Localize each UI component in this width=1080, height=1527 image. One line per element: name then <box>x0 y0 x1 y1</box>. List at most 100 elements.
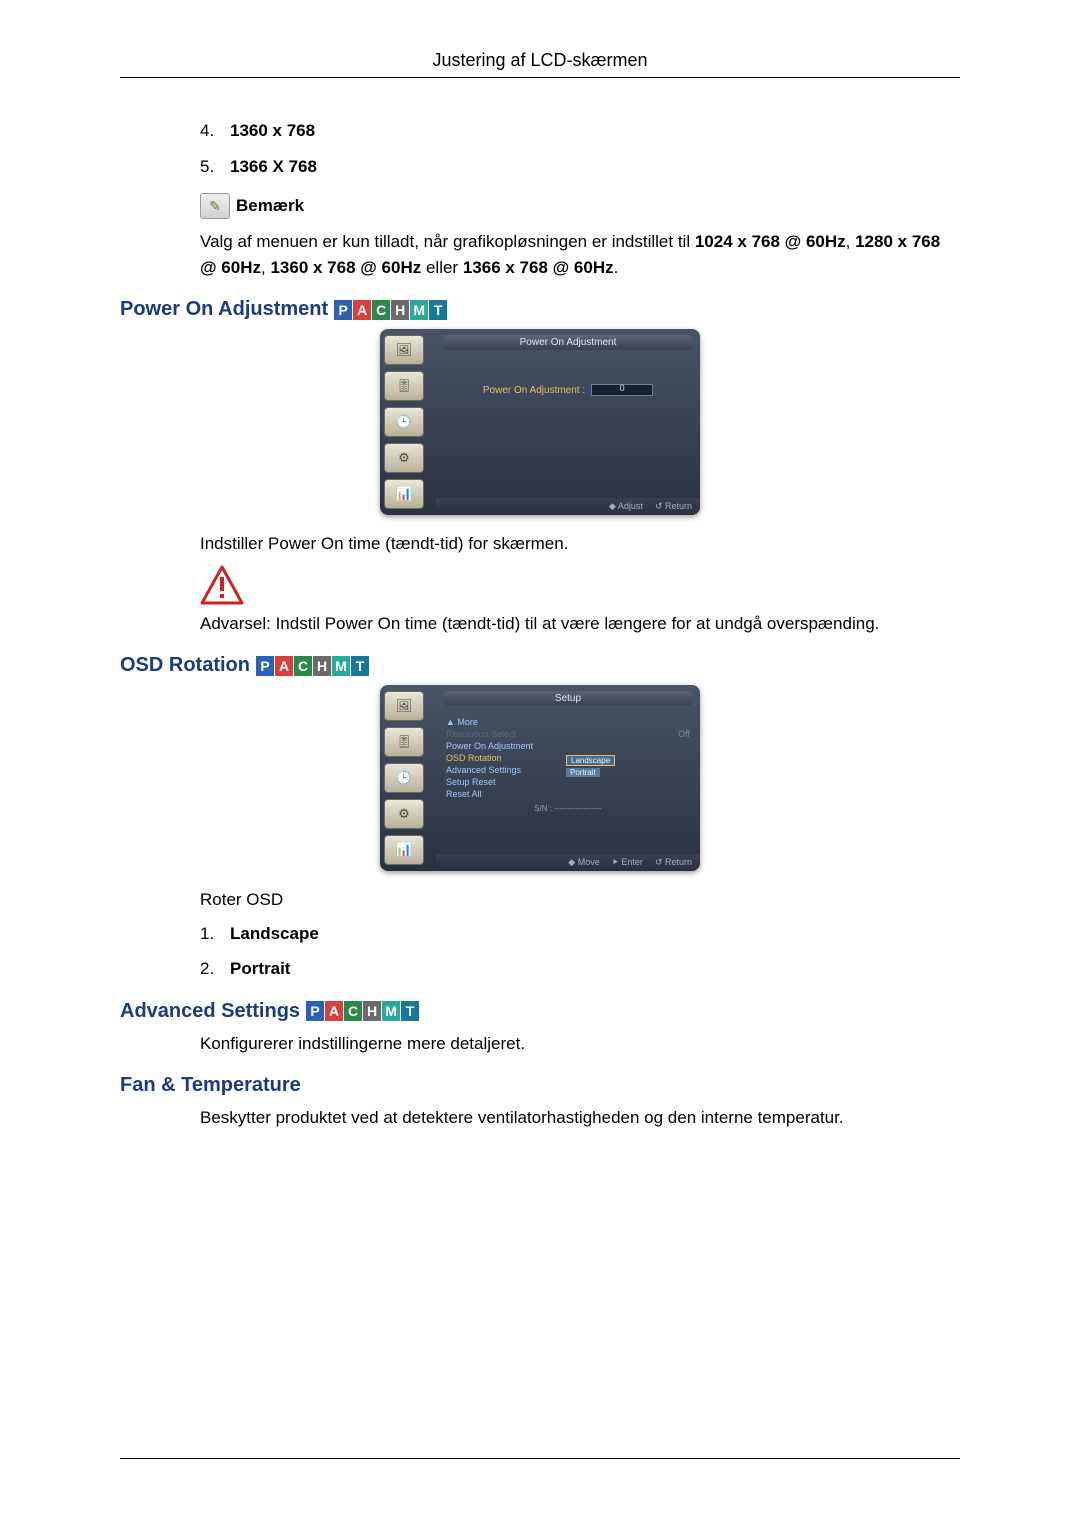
osd-body: ▲ More Resolution Select Off Power On Adjus… <box>436 710 700 854</box>
mode-badge: M <box>410 300 428 320</box>
osd-sidebar-icon: 🖼 <box>384 691 424 721</box>
osd-box: 🖼 🎚 🕒 ⚙ 📊 Setup ▲ More Resolution Select Off Po… <box>380 685 700 871</box>
osd-footer-item: ↺ Return <box>655 857 692 868</box>
osd-sidebar-icon: 🎚 <box>384 727 424 757</box>
osd-footer-item: ◆ Move <box>568 857 599 868</box>
mode-badge: P <box>334 300 352 320</box>
osd-screenshot-power-on: 🖼 🎚 🕒 ⚙ 📊 Power On Adjustment Power On Adjus… <box>380 329 700 515</box>
osd-sidebar: 🖼 🎚 🕒 ⚙ 📊 <box>380 685 436 871</box>
advanced-desc: Konfigurerer indstillingerne mere detalj… <box>200 1031 960 1057</box>
osd-menu-label: Setup Reset <box>446 777 496 787</box>
osd-menu-label: Reset All <box>446 789 482 799</box>
page-header-title: Justering af LCD-skærmen <box>120 50 960 71</box>
osd-menu-row: Power On Adjustment <box>446 740 690 752</box>
list-number: 2. <box>200 956 230 982</box>
note-bold: 1366 x 768 @ 60Hz <box>463 258 614 277</box>
section-heading-advanced: Advanced Settings PACHMT <box>120 1000 960 1023</box>
heading-text: OSD Rotation <box>120 654 250 677</box>
fan-desc: Beskytter produktet ved at detektere ven… <box>200 1105 960 1131</box>
mode-badge: T <box>351 656 369 676</box>
osd-main: Setup ▲ More Resolution Select Off Power On… <box>436 685 700 871</box>
list-number: 1. <box>200 921 230 947</box>
section-heading-power-on: Power On Adjustment PACHMT <box>120 298 960 321</box>
list-text: Landscape <box>230 921 319 947</box>
osd-sidebar-icon: ⚙ <box>384 443 424 473</box>
osd-sidebar-icon: 🎚 <box>384 371 424 401</box>
osd-row-label: Power On Adjustment : <box>483 385 585 396</box>
list-text: 1366 X 768 <box>230 154 317 180</box>
heading-text: Power On Adjustment <box>120 298 328 321</box>
osd-sidebar-icon: ⚙ <box>384 799 424 829</box>
mode-badge: A <box>275 656 293 676</box>
osd-box: 🖼 🎚 🕒 ⚙ 📊 Power On Adjustment Power On Adjus… <box>380 329 700 515</box>
section-heading-fan: Fan & Temperature <box>120 1074 960 1097</box>
power-on-text: Indstiller Power On time (tændt-tid) for… <box>200 531 960 636</box>
osd-menu-row: Resolution Select Off <box>446 728 690 740</box>
note-label: Bemærk <box>236 193 304 219</box>
list-number: 5. <box>200 154 230 180</box>
list-item: 5. 1366 X 768 <box>200 154 960 180</box>
footer-rule <box>120 1458 960 1459</box>
osd-footer: ◆ Move ⯈ Enter ↺ Return <box>436 854 700 871</box>
osd-rotation-desc: Roter OSD <box>200 887 960 913</box>
mode-badge: C <box>344 1001 362 1021</box>
note-row: ✎ Bemærk <box>200 193 960 219</box>
osd-adjust-row: Power On Adjustment : 0 <box>446 384 690 396</box>
note-bold: 1024 x 768 @ 60Hz <box>695 232 846 251</box>
header-rule <box>120 77 960 78</box>
fan-text: Beskytter produktet ved at detektere ven… <box>200 1105 960 1131</box>
osd-sidebar-icon: 🖼 <box>384 335 424 365</box>
mode-badge: T <box>401 1001 419 1021</box>
osd-submenu-item: Landscape <box>566 755 615 766</box>
note-text: . <box>614 258 619 277</box>
resolution-list: 4. 1360 x 768 5. 1366 X 768 ✎ Bemærk Val… <box>200 118 960 280</box>
osd-sidebar-icon: 🕒 <box>384 407 424 437</box>
mode-badge: T <box>429 300 447 320</box>
osd-menu-label: Advanced Settings <box>446 765 521 775</box>
osd-body: Power On Adjustment : 0 <box>436 354 700 498</box>
note-bold: 1360 x 768 @ 60Hz <box>270 258 421 277</box>
note-text: Valg af menuen er kun tilladt, når grafi… <box>200 232 695 251</box>
osd-main: Power On Adjustment Power On Adjustment … <box>436 329 700 515</box>
section-heading-osd-rotation: OSD Rotation PACHMT <box>120 654 960 677</box>
mode-badge: P <box>306 1001 324 1021</box>
osd-serial-number: S/N : ------------------ <box>446 804 690 813</box>
osd-sidebar: 🖼 🎚 🕒 ⚙ 📊 <box>380 329 436 515</box>
badge-strip: PACHMT <box>306 1001 419 1021</box>
osd-sidebar-icon: 🕒 <box>384 763 424 793</box>
note-text: eller <box>421 258 463 277</box>
note-text: , <box>846 232 855 251</box>
osd-title-bar: Setup <box>442 691 694 706</box>
osd-footer-item: ↺ Return <box>655 501 692 512</box>
osd-menu-row: ▲ More <box>446 716 690 728</box>
osd-submenu-item: Portrait <box>566 768 600 777</box>
note-icon: ✎ <box>200 193 230 219</box>
mode-badge: M <box>382 1001 400 1021</box>
osd-menu-row: Reset All <box>446 788 690 800</box>
osd-screenshot-rotation: 🖼 🎚 🕒 ⚙ 📊 Setup ▲ More Resolution Select Off Po… <box>380 685 700 871</box>
mode-badge: H <box>363 1001 381 1021</box>
mode-badge: A <box>353 300 371 320</box>
warning-icon <box>200 565 244 605</box>
mode-badge: P <box>256 656 274 676</box>
osd-submenu: Landscape Portrait <box>566 754 615 778</box>
mode-badge: M <box>332 656 350 676</box>
badge-strip: PACHMT <box>334 300 447 320</box>
osd-menu-label: ▲ More <box>446 717 478 727</box>
list-text: 1360 x 768 <box>230 118 315 144</box>
osd-sidebar-icon: 📊 <box>384 835 424 865</box>
osd-menu-value: Off <box>678 729 690 739</box>
osd-slider-value: 0 <box>620 383 625 393</box>
page: Justering af LCD-skærmen 4. 1360 x 768 5… <box>0 0 1080 1527</box>
osd-title-bar: Power On Adjustment <box>442 335 694 350</box>
power-on-warning: Advarsel: Indstil Power On time (tændt-t… <box>200 611 960 637</box>
osd-slider: 0 <box>591 384 653 396</box>
mode-badge: H <box>313 656 331 676</box>
osd-menu-label: Power On Adjustment <box>446 741 533 751</box>
osd-menu-label: OSD Rotation <box>446 753 502 763</box>
osd-sidebar-icon: 📊 <box>384 479 424 509</box>
list-item: 4. 1360 x 768 <box>200 118 960 144</box>
advanced-text: Konfigurerer indstillingerne mere detalj… <box>200 1031 960 1057</box>
osd-menu-label: Resolution Select <box>446 729 516 739</box>
mode-badge: C <box>294 656 312 676</box>
